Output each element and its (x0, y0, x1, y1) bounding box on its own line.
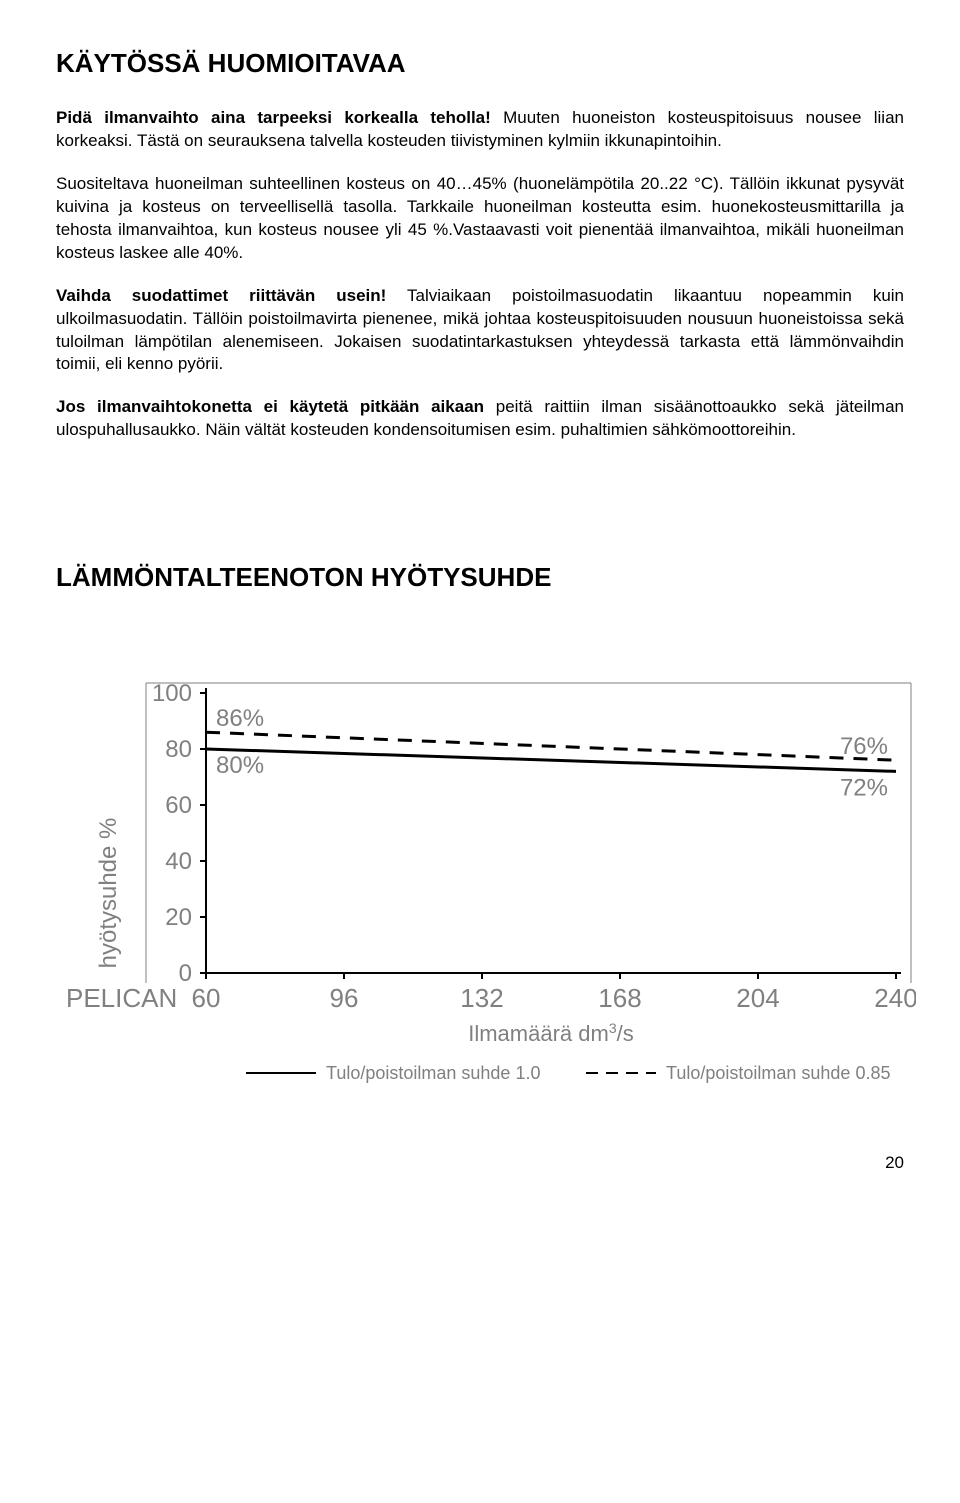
svg-text:0: 0 (179, 960, 192, 987)
svg-text:240: 240 (874, 983, 916, 1013)
heading-efficiency: LÄMMÖNTALTEENOTON HYÖTYSUHDE (56, 562, 904, 593)
svg-text:168: 168 (598, 983, 641, 1013)
paragraph-2: Suositeltava huoneilman suhteellinen kos… (56, 173, 904, 265)
svg-text:76%: 76% (840, 733, 888, 760)
svg-text:40: 40 (165, 848, 192, 875)
svg-text:100: 100 (152, 680, 192, 707)
svg-text:Tulo/poistoilman suhde 0.85: Tulo/poistoilman suhde 0.85 (666, 1063, 890, 1083)
para4-bold: Jos ilmanvaihtokonetta ei käytetä pitkää… (56, 397, 484, 416)
efficiency-chart: 020406080100hyötysuhde %6096132168204240… (56, 673, 904, 1113)
paragraph-3: Vaihda suodattimet riittävän usein! Talv… (56, 285, 904, 377)
svg-text:80%: 80% (216, 752, 264, 779)
svg-text:86%: 86% (216, 705, 264, 732)
svg-text:80: 80 (165, 736, 192, 763)
svg-text:60: 60 (165, 792, 192, 819)
svg-text:Tulo/poistoilman suhde 1.0: Tulo/poistoilman suhde 1.0 (326, 1063, 540, 1083)
svg-text:204: 204 (736, 983, 779, 1013)
page-number: 20 (56, 1153, 904, 1173)
heading-usage-notes: KÄYTÖSSÄ HUOMIOITAVAA (56, 48, 904, 79)
para3-bold: Vaihda suodattimet riittävän usein! (56, 286, 386, 305)
svg-text:20: 20 (165, 904, 192, 931)
paragraph-4: Jos ilmanvaihtokonetta ei käytetä pitkää… (56, 396, 904, 442)
svg-text:132: 132 (460, 983, 503, 1013)
svg-text:PELICAN: PELICAN (66, 983, 177, 1013)
paragraph-1: Pidä ilmanvaihto aina tarpeeksi korkeall… (56, 107, 904, 153)
para1-bold: Pidä ilmanvaihto aina tarpeeksi korkeall… (56, 108, 491, 127)
svg-text:60: 60 (192, 983, 221, 1013)
svg-text:Ilmamäärä dm3/s: Ilmamäärä dm3/s (468, 1020, 634, 1046)
svg-text:96: 96 (330, 983, 359, 1013)
svg-text:hyötysuhde %: hyötysuhde % (95, 818, 122, 969)
svg-text:72%: 72% (840, 775, 888, 802)
